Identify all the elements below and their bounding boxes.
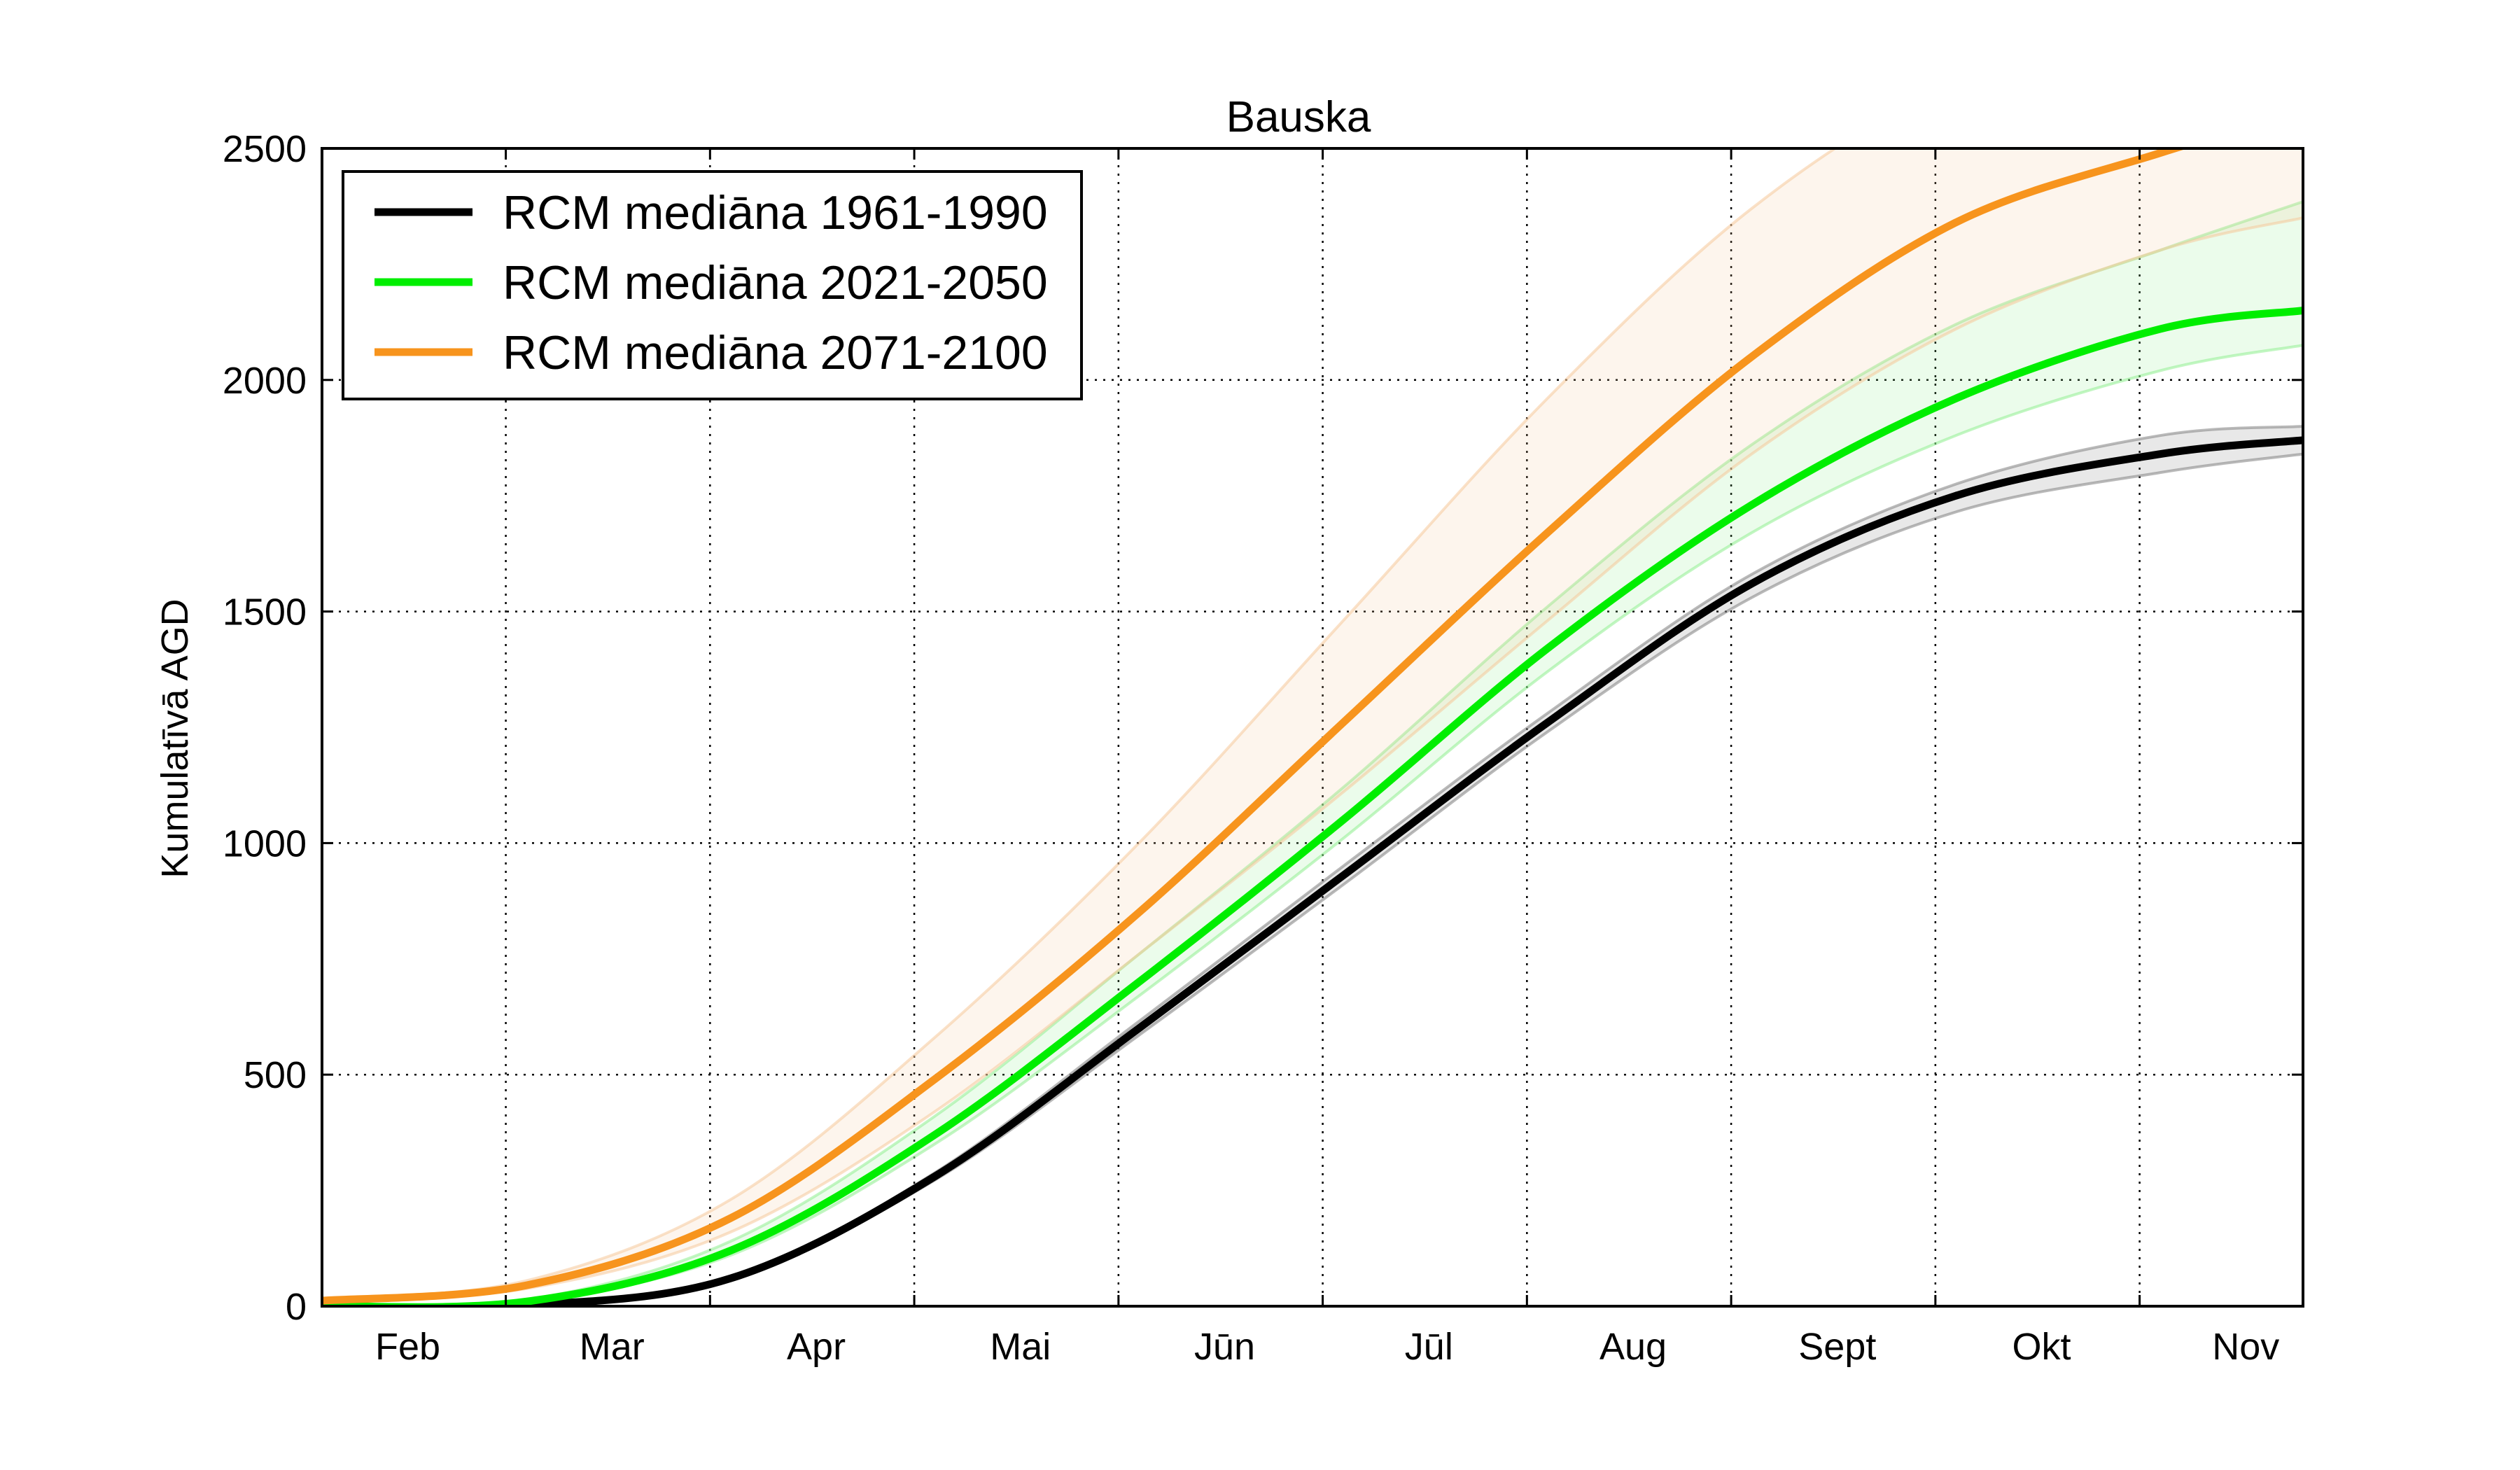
x-tick-label: Okt: [2012, 1326, 2071, 1368]
x-tick-label: Aug: [1600, 1326, 1667, 1368]
y-tick-label: 2500: [223, 128, 307, 170]
y-tick-label: 500: [244, 1054, 307, 1096]
series-line: [322, 307, 2303, 1306]
x-tick-label: Mai: [990, 1326, 1051, 1368]
series-line: [322, 436, 2303, 1306]
x-tick-label: Apr: [787, 1326, 846, 1368]
y-tick-label: 1000: [223, 822, 307, 864]
series-line: [322, 148, 2188, 1305]
legend: RCM mediāna 1961-1990 RCM mediāna 2021-20…: [342, 170, 1083, 400]
series-band-lower: [322, 216, 2303, 1303]
plot-frame: [321, 147, 2304, 1308]
x-tick-label: Jūn: [1194, 1326, 1255, 1368]
y-axis-label: Kumulatīvā AGD: [154, 598, 196, 878]
legend-label: RCM mediāna 2021-2050: [503, 256, 1048, 309]
y-tick-label: 2000: [223, 360, 307, 402]
x-tick-label: Mar: [580, 1326, 645, 1368]
tick-marks: [322, 147, 2303, 1308]
series-band: [322, 148, 2303, 1302]
series-group: [322, 148, 2303, 1306]
y-tick-label: 1500: [223, 592, 307, 634]
y-tick-label: 0: [286, 1286, 307, 1328]
series-band-upper: [322, 148, 1838, 1301]
chart-title: Bauska: [1226, 93, 1371, 141]
series-band-upper: [322, 200, 2303, 1306]
x-tick-label: Feb: [375, 1326, 440, 1368]
x-tick-label: Nov: [2212, 1326, 2279, 1368]
series-band: [322, 202, 2303, 1306]
legend-label: RCM mediāna 2071-2100: [503, 326, 1048, 379]
legend-label: RCM mediāna 1961-1990: [503, 186, 1048, 239]
x-tick-label: Jūl: [1405, 1326, 1453, 1368]
x-tick-label: Sept: [1798, 1326, 1876, 1368]
plot-area: 0 500 1000 1500 2000 2500 Feb Mar Apr Mai Jūn Jūl Au…: [223, 128, 2304, 1368]
